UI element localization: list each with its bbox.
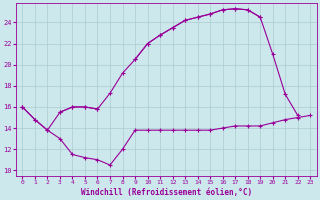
X-axis label: Windchill (Refroidissement éolien,°C): Windchill (Refroidissement éolien,°C) (81, 188, 252, 197)
